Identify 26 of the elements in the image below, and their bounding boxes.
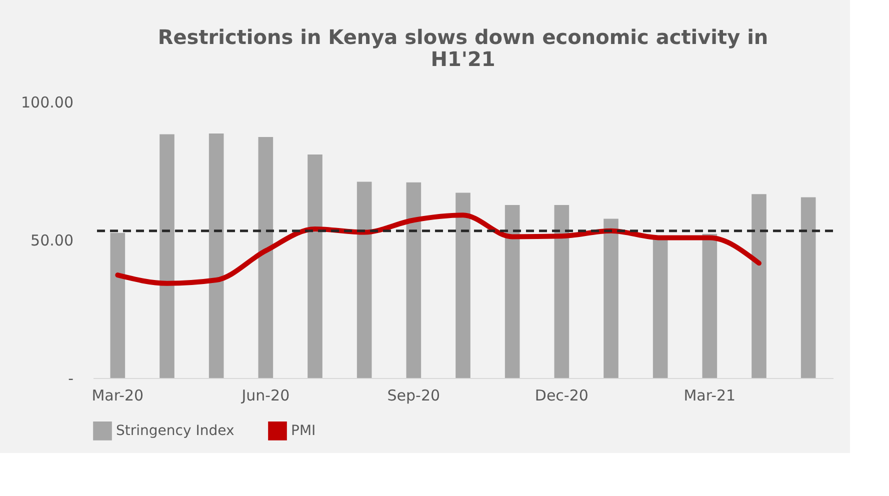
legend-label: PMI — [291, 422, 316, 439]
bar — [554, 204, 570, 378]
bar — [702, 234, 718, 378]
bar — [160, 134, 174, 378]
chart-title: Restrictions in Kenya slows down economic activity in H1'21 — [158, 25, 768, 71]
bar — [208, 133, 224, 378]
x-tick-label: Dec-20 — [534, 386, 588, 404]
bar — [308, 154, 322, 378]
x-tick-label: Jun-20 — [240, 386, 290, 404]
bar — [752, 194, 766, 378]
bar — [652, 238, 668, 378]
bar — [604, 218, 618, 378]
bar — [110, 232, 126, 378]
bar — [356, 182, 372, 378]
legend-label: Stringency Index — [116, 422, 234, 439]
bar — [800, 197, 816, 378]
bar — [504, 204, 520, 378]
bar — [258, 137, 274, 378]
y-tick-label: 100.00 — [21, 94, 74, 112]
bar — [456, 192, 470, 378]
y-tick-label: - — [68, 370, 74, 388]
x-tick-label: Mar-21 — [684, 386, 736, 404]
bar — [406, 182, 422, 378]
x-tick-label: Sep-20 — [387, 386, 440, 404]
y-tick-label: 50.00 — [30, 232, 74, 250]
x-tick-label: Mar-20 — [92, 386, 144, 404]
